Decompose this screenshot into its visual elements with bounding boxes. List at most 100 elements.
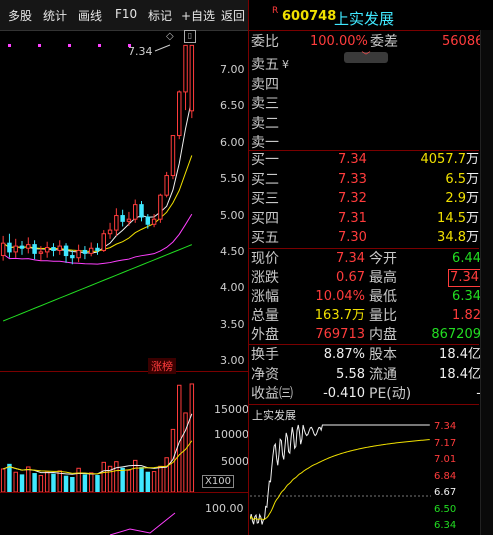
volume-bar[interactable] bbox=[189, 383, 195, 492]
candle-body[interactable] bbox=[0, 242, 6, 257]
volume-bar[interactable] bbox=[44, 471, 50, 492]
volume-bar[interactable] bbox=[114, 461, 119, 492]
menu-multi-stock[interactable]: 多股 bbox=[8, 9, 33, 23]
menu-f10[interactable]: F10 bbox=[115, 7, 138, 21]
candle-body[interactable] bbox=[158, 194, 163, 220]
volume-bar[interactable] bbox=[88, 472, 94, 492]
candle-body[interactable] bbox=[107, 229, 113, 235]
volume-bar[interactable] bbox=[151, 471, 157, 492]
buy-level-unit: 万 bbox=[466, 230, 480, 245]
volume-bar[interactable] bbox=[101, 461, 107, 492]
volume-bar[interactable] bbox=[51, 473, 56, 492]
candle-body[interactable] bbox=[44, 247, 50, 253]
candle-body[interactable] bbox=[76, 249, 81, 259]
indicator-chart[interactable] bbox=[0, 493, 200, 535]
buy-level-label: 买五 bbox=[251, 230, 279, 246]
mini-chart-title: 上实发展 bbox=[252, 409, 296, 422]
candle-body[interactable] bbox=[32, 244, 37, 254]
candle-body[interactable] bbox=[19, 245, 25, 249]
sell-level-label: 卖五 bbox=[251, 57, 279, 73]
quote-label: 涨幅 bbox=[251, 289, 279, 305]
menu-add-watchlist[interactable]: +自选 bbox=[181, 9, 216, 23]
expand-chevron-icon[interactable]: ﹀ bbox=[344, 52, 388, 63]
quote-label: 最低 bbox=[369, 289, 397, 305]
volume-bar[interactable] bbox=[7, 463, 12, 492]
stock-header: R 600748 上实发展 bbox=[250, 0, 493, 30]
candle-body[interactable] bbox=[13, 245, 18, 253]
sell-level-label: 卖三 bbox=[251, 96, 279, 112]
volume-bar[interactable] bbox=[158, 465, 163, 492]
volume-bar[interactable] bbox=[57, 470, 62, 492]
quote-label: 量比 bbox=[369, 308, 397, 324]
order-diff-value: 56086 bbox=[442, 34, 484, 49]
candle-body[interactable] bbox=[82, 249, 88, 254]
toggle-panel-icon[interactable]: ▯ bbox=[184, 30, 196, 43]
volume-bar[interactable] bbox=[32, 473, 37, 492]
kline-chart[interactable] bbox=[0, 31, 200, 371]
volume-bar[interactable] bbox=[63, 475, 69, 492]
volume-bar[interactable] bbox=[139, 467, 144, 492]
volume-bar[interactable] bbox=[145, 471, 151, 492]
volume-bar[interactable] bbox=[120, 467, 125, 492]
candle-body[interactable] bbox=[63, 245, 69, 257]
quote-value: 1.82 bbox=[452, 308, 481, 323]
volume-bar[interactable] bbox=[70, 477, 75, 492]
candle-body[interactable] bbox=[145, 216, 151, 225]
candle-body[interactable] bbox=[57, 245, 62, 251]
menu-mark[interactable]: 标记 bbox=[148, 9, 173, 23]
volume-bar[interactable] bbox=[26, 466, 31, 492]
candle-body[interactable] bbox=[114, 215, 119, 231]
volume-bar[interactable] bbox=[13, 471, 18, 492]
candle-body[interactable] bbox=[164, 175, 169, 196]
volume-bar[interactable] bbox=[183, 412, 188, 492]
top-menu-bar: 多股 统计 画线 F10 标记 +自选 返回 bbox=[0, 0, 248, 31]
candle-body[interactable] bbox=[26, 244, 31, 249]
candle-body[interactable] bbox=[170, 135, 176, 177]
volume-bar[interactable] bbox=[164, 457, 169, 492]
mini-price-tick: 6.34 bbox=[434, 520, 457, 531]
candle-body[interactable] bbox=[189, 44, 195, 112]
divider bbox=[249, 30, 479, 31]
volume-bar[interactable] bbox=[95, 475, 100, 492]
menu-statistics[interactable]: 统计 bbox=[43, 9, 68, 23]
menu-back[interactable]: 返回 bbox=[221, 9, 246, 23]
candle-body[interactable] bbox=[120, 215, 125, 222]
candle-body[interactable] bbox=[70, 255, 75, 259]
candle-body[interactable] bbox=[132, 204, 138, 220]
candle-body[interactable] bbox=[88, 247, 94, 254]
volume-bar[interactable] bbox=[132, 459, 138, 492]
volume-bar[interactable] bbox=[0, 468, 6, 492]
candle-body[interactable] bbox=[95, 247, 100, 251]
volume-bar[interactable] bbox=[19, 474, 25, 492]
buy-level-unit: 万 bbox=[466, 152, 480, 167]
candle-body[interactable] bbox=[7, 242, 12, 253]
volume-bar[interactable] bbox=[76, 467, 81, 492]
price-tick: 5.00 bbox=[220, 208, 245, 222]
order-ratio-value: 100.00% bbox=[310, 34, 368, 49]
candle-body[interactable] bbox=[139, 204, 144, 218]
candle-body[interactable] bbox=[151, 218, 157, 225]
signal-marker bbox=[128, 44, 131, 47]
candle-body[interactable] bbox=[38, 251, 44, 254]
intraday-mini-chart[interactable] bbox=[250, 421, 431, 535]
signal-marker bbox=[8, 44, 11, 47]
volume-chart[interactable] bbox=[0, 372, 200, 492]
candle-body[interactable] bbox=[51, 247, 56, 251]
volume-bar[interactable] bbox=[38, 475, 44, 492]
candle-body[interactable] bbox=[177, 91, 182, 137]
candle-body[interactable] bbox=[183, 44, 188, 93]
quote-label: 现价 bbox=[251, 251, 279, 267]
ma5-line bbox=[2, 98, 193, 254]
volume-bar[interactable] bbox=[177, 384, 182, 492]
ma20-line bbox=[2, 213, 193, 265]
candle-body[interactable] bbox=[126, 218, 132, 222]
fund-label: 净资 bbox=[251, 366, 279, 383]
volume-bar[interactable] bbox=[82, 474, 88, 492]
buy-level-price: 7.33 bbox=[338, 171, 367, 187]
quote-value: 10.04% bbox=[315, 289, 365, 304]
volume-bar[interactable] bbox=[126, 469, 132, 492]
volume-bar[interactable] bbox=[107, 465, 113, 492]
candle-body[interactable] bbox=[101, 233, 107, 251]
menu-draw-line[interactable]: 画线 bbox=[78, 9, 103, 23]
divider bbox=[0, 371, 248, 372]
